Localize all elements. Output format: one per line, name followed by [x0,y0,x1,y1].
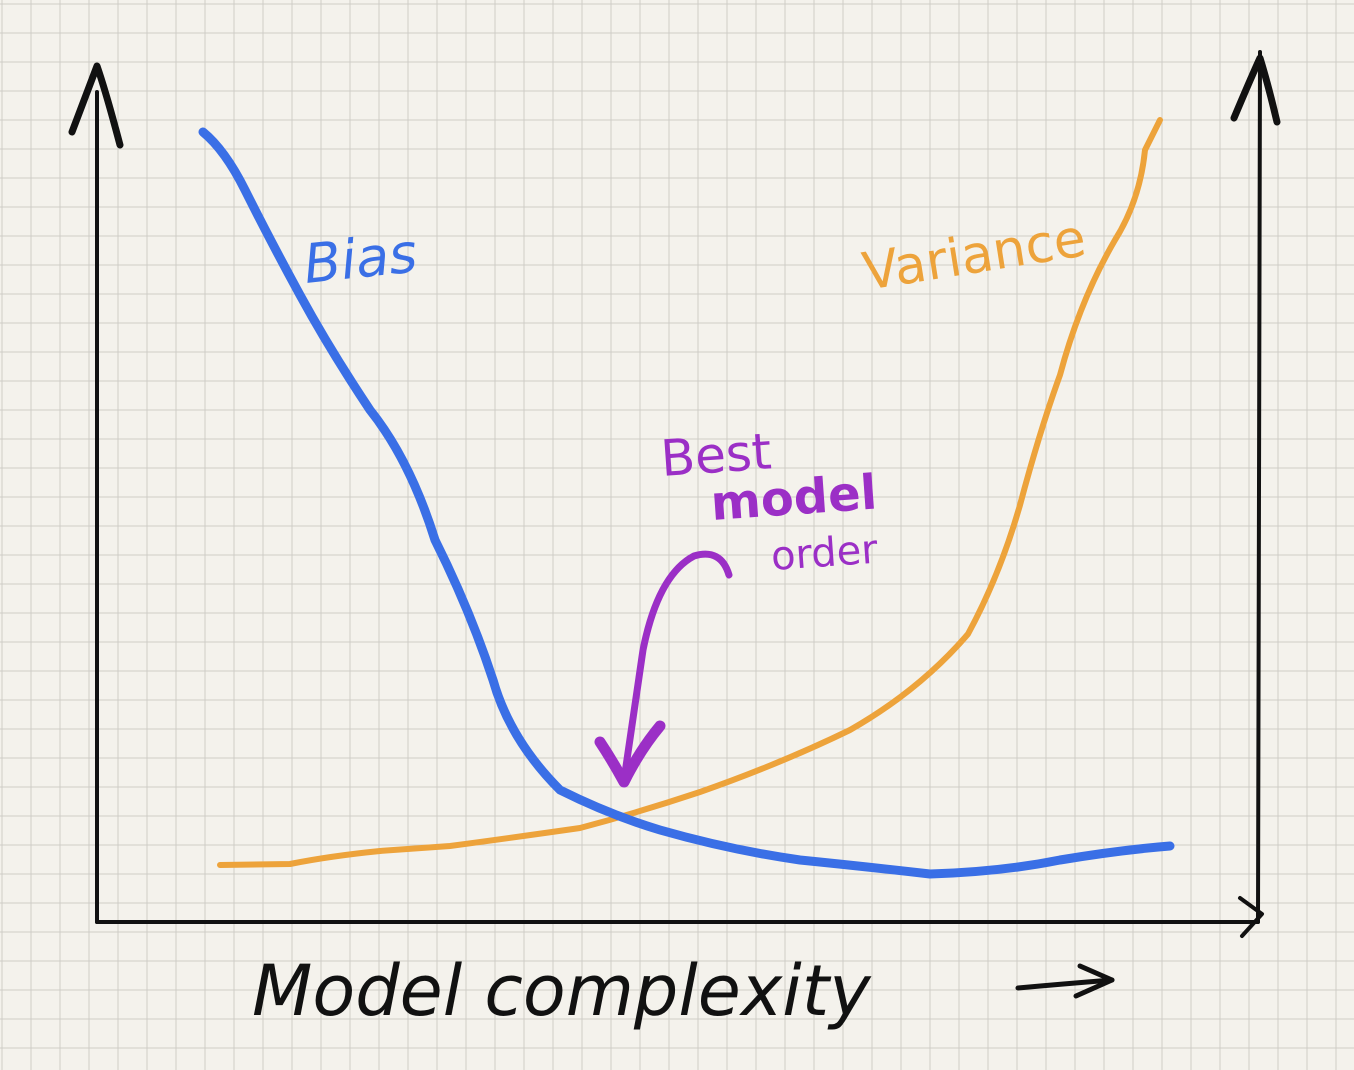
secondary-axis-arrow-icon [1230,54,1281,126]
annotation-line-3: order [769,527,879,580]
axes [68,50,1281,938]
label-arrow-icon [1015,963,1115,999]
annotation-line-1: Best [659,422,773,488]
x-axis-label: Model complexity [252,950,872,1032]
x-axis-arrow-icon [1238,896,1264,938]
bias-curve [198,127,1175,879]
y-axis-arrow-icon [68,62,124,149]
variance-curve [217,117,1163,868]
secondary-y-axis-line [1256,50,1262,924]
bias-label: Bias [301,221,420,295]
annotation-arrow-icon [594,550,733,788]
annotation-line-2: model [709,465,879,532]
